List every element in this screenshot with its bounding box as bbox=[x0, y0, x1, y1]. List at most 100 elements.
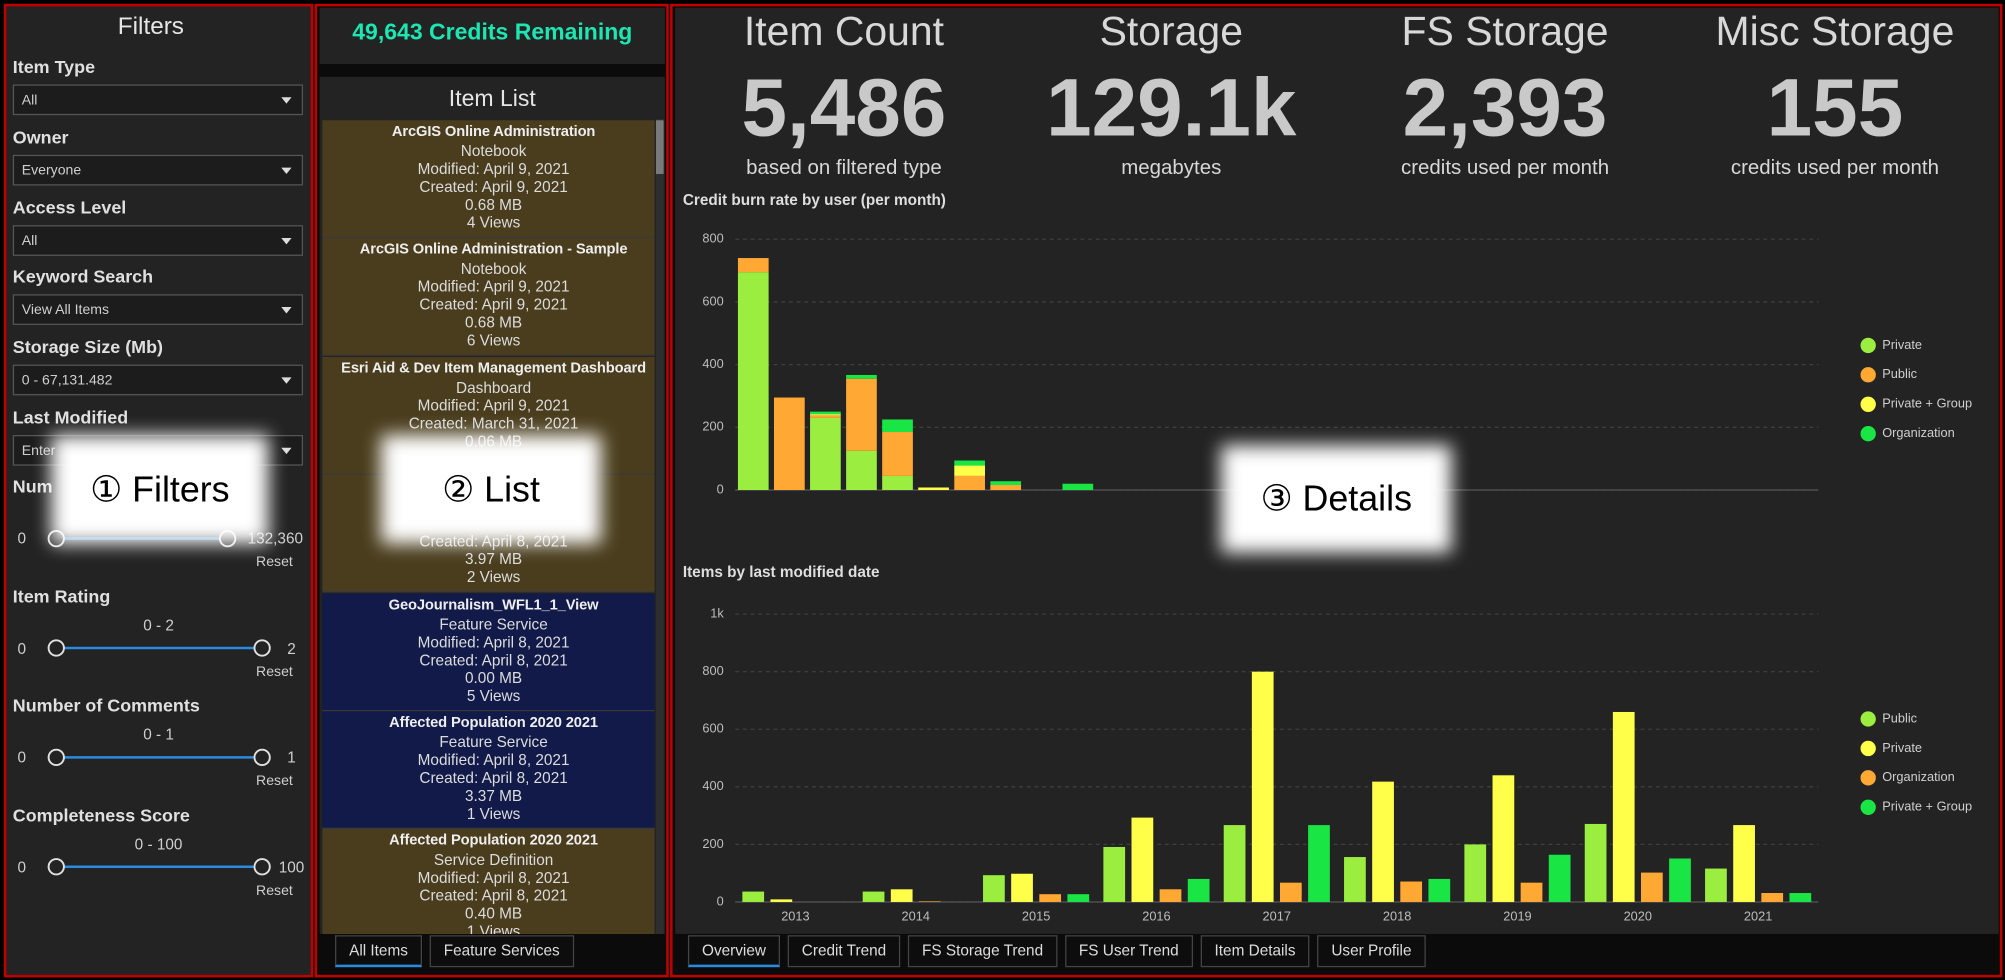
item-detail: 5 Views bbox=[466, 686, 521, 705]
bar bbox=[918, 901, 941, 902]
slider-handle[interactable] bbox=[253, 748, 271, 767]
item-card[interactable]: Affected Population 2020 2021 Feature Ser… bbox=[322, 711, 655, 830]
reset-button[interactable]: Reset bbox=[256, 554, 293, 570]
tab[interactable]: All Items bbox=[335, 935, 422, 968]
x-tick-label: 2017 bbox=[1263, 909, 1291, 924]
y-tick-label: 200 bbox=[702, 836, 723, 851]
reset-button[interactable]: Reset bbox=[256, 882, 293, 899]
bar-segment bbox=[954, 460, 985, 466]
slider-handle[interactable] bbox=[47, 858, 65, 876]
tab[interactable]: User Profile bbox=[1317, 935, 1426, 968]
bar-segment bbox=[990, 484, 1022, 490]
tab-bar: All Items Feature Services bbox=[335, 935, 574, 968]
slider-range: 0 - 100 bbox=[134, 834, 183, 853]
bar bbox=[1251, 671, 1274, 902]
slider-handle[interactable] bbox=[47, 639, 65, 657]
tab[interactable]: Credit Trend bbox=[787, 935, 901, 968]
legend-swatch bbox=[1860, 799, 1876, 815]
bar bbox=[1492, 775, 1515, 902]
tab[interactable]: FS User Trend bbox=[1064, 935, 1193, 968]
y-tick-label: 800 bbox=[702, 663, 723, 678]
kpi-value: 5,486 bbox=[741, 61, 947, 154]
legend-label: Private + Group bbox=[1882, 799, 1972, 814]
bar bbox=[1279, 882, 1302, 902]
dropdown[interactable]: All bbox=[12, 84, 304, 116]
annotation-label: ③ Details bbox=[1260, 478, 1412, 519]
bar bbox=[1187, 878, 1210, 902]
dropdown-caret bbox=[281, 377, 292, 385]
dropdown-caret bbox=[281, 167, 292, 174]
bar-segment bbox=[810, 415, 841, 418]
annotation-label: ② List bbox=[442, 468, 540, 509]
y-tick-label: 400 bbox=[702, 356, 723, 371]
annotation-backdrop bbox=[381, 434, 601, 544]
item-detail: 0.68 MB bbox=[464, 313, 523, 332]
kpi-value: 129.1k bbox=[1046, 61, 1297, 154]
slider-handle[interactable] bbox=[47, 748, 65, 767]
reset-button[interactable]: Reset bbox=[256, 773, 293, 789]
item-detail: Notebook bbox=[460, 142, 527, 160]
dropdown-value: Enter bbox=[21, 443, 56, 459]
slider-min: 0 bbox=[17, 639, 27, 657]
bar bbox=[1612, 711, 1635, 902]
item-detail: 1 Views bbox=[466, 804, 521, 823]
tab-bar: Overview Credit Trend FS Storage Trend FS U… bbox=[687, 935, 1426, 968]
legend-swatch bbox=[1860, 426, 1876, 442]
legend-swatch bbox=[1860, 740, 1876, 757]
bar bbox=[1131, 817, 1154, 902]
kpi-title: FS Storage bbox=[1401, 7, 1609, 54]
tab[interactable]: Overview bbox=[687, 935, 781, 968]
filter-label: Num bbox=[12, 475, 53, 497]
bar bbox=[1761, 893, 1784, 902]
item-detail: 0.68 MB bbox=[464, 195, 523, 214]
item-card[interactable]: ArcGIS Online Administration Notebook Modi… bbox=[322, 120, 655, 238]
bar-segment bbox=[810, 414, 841, 416]
y-tick-label: 600 bbox=[702, 293, 723, 308]
filter-label: Completeness Score bbox=[12, 804, 190, 825]
legend-label: Organization bbox=[1882, 425, 1954, 440]
reset-button[interactable]: Reset bbox=[256, 663, 293, 680]
filter-label: Item Rating bbox=[12, 585, 111, 606]
item-detail: Feature Service bbox=[439, 733, 548, 751]
item-card[interactable]: ArcGIS Online Administration - Sample Not… bbox=[322, 238, 655, 357]
dropdown-value: All bbox=[21, 92, 38, 109]
bar-segment bbox=[882, 475, 913, 490]
dropdown[interactable]: 0 - 67,131.482 bbox=[12, 364, 304, 396]
item-detail: 3.97 MB bbox=[464, 550, 523, 569]
slider-handle[interactable] bbox=[253, 639, 271, 657]
y-tick-label: 0 bbox=[717, 481, 724, 496]
item-card[interactable]: GeoJournalism_WFL1_1_View Feature Service… bbox=[322, 593, 655, 711]
bar bbox=[1159, 889, 1182, 902]
kpi-title: Misc Storage bbox=[1715, 7, 1955, 54]
credits-box bbox=[319, 7, 665, 64]
slider-max: 1 bbox=[287, 748, 296, 767]
credits-remaining: 49,643 Credits Remaining bbox=[352, 19, 633, 45]
tab[interactable]: FS Storage Trend bbox=[907, 935, 1058, 968]
y-tick-label: 1k bbox=[710, 605, 724, 620]
item-detail: 2 Views bbox=[466, 568, 521, 587]
chart-title: Items by last modified date bbox=[683, 564, 880, 581]
filter-label: Access Level bbox=[12, 196, 127, 217]
x-tick-label: 2020 bbox=[1624, 909, 1652, 924]
legend-swatch bbox=[1860, 367, 1876, 383]
item-detail: Created: April 8, 2021 bbox=[419, 650, 568, 669]
tab[interactable]: Item Details bbox=[1200, 935, 1310, 968]
annotation-label: ① Filters bbox=[90, 468, 230, 509]
bar bbox=[770, 899, 793, 902]
bar-segment bbox=[918, 487, 949, 490]
bar bbox=[1733, 825, 1755, 902]
bar-segment bbox=[810, 417, 841, 490]
item-card[interactable]: Affected Population 2020 2021 Service Def… bbox=[322, 829, 655, 934]
slider-handle[interactable] bbox=[253, 858, 271, 876]
dropdown[interactable]: All bbox=[12, 224, 304, 256]
item-detail: 0.00 MB bbox=[464, 668, 523, 687]
bar bbox=[1223, 825, 1246, 902]
tab[interactable]: Feature Services bbox=[429, 935, 574, 968]
item-detail: Modified: April 8, 2021 bbox=[417, 750, 570, 769]
slider-min: 0 bbox=[17, 748, 27, 767]
dropdown[interactable]: Everyone bbox=[12, 154, 304, 186]
dropdown-value: View All Items bbox=[21, 303, 110, 319]
dropdown[interactable]: View All Items bbox=[12, 294, 304, 326]
bar bbox=[1428, 878, 1451, 902]
